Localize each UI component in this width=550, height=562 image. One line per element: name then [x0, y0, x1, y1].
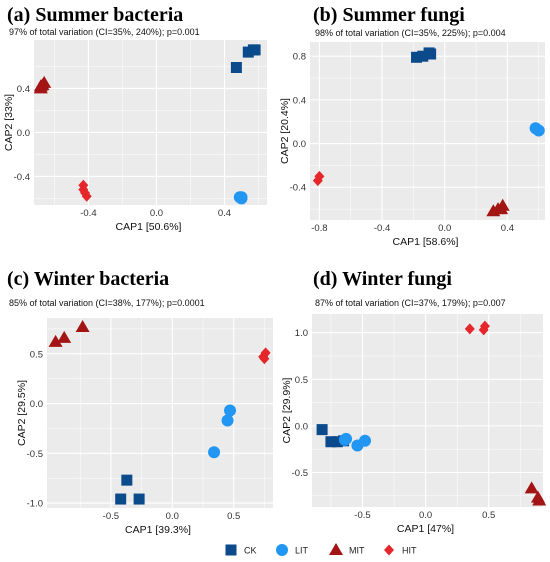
x-tick-label: 0.4 [218, 208, 231, 219]
point-hit [464, 323, 475, 335]
panel-subtitle: 98% of total variation (CI=35%, 225%); p… [315, 28, 506, 38]
point-ck [249, 44, 261, 56]
legend-label-lit: LIT [295, 546, 309, 556]
x-tick-label: -0.4 [374, 223, 390, 234]
panel-subtitle: 85% of total variation (CI=38%, 177%); p… [9, 298, 205, 308]
x-axis-label: CAP1 [58.6%] [393, 236, 459, 248]
point-ck [133, 493, 145, 505]
point-hit [312, 175, 323, 187]
legend-key-lit [276, 544, 288, 556]
x-tick-label: 0.0 [150, 208, 163, 219]
x-axis-label: CAP1 [39.3%] [125, 524, 191, 536]
x-tick-label: 0.4 [501, 223, 514, 234]
point-lit [208, 446, 221, 459]
legend-label-hit: HIT [402, 546, 417, 556]
point-lit [224, 404, 237, 417]
x-tick-label: 0.5 [482, 510, 495, 521]
panel-title: (c) Winter bacteria [7, 268, 169, 290]
x-tick-label: -0.4 [80, 208, 96, 219]
x-tick-label: -0.5 [103, 511, 119, 522]
point-ck [417, 50, 429, 62]
y-tick-label: 0.8 [293, 52, 306, 63]
x-tick-label: 0.0 [438, 223, 451, 234]
x-axis-label: CAP1 [47%] [397, 523, 454, 535]
y-tick-label: 0.5 [295, 375, 308, 386]
y-tick-label: -0.5 [27, 449, 43, 460]
point-mit [75, 319, 90, 332]
y-tick-label: 0.4 [293, 95, 306, 106]
y-tick-label: 0.0 [17, 128, 30, 139]
point-ck [121, 474, 133, 486]
y-tick-label: 0.5 [30, 349, 43, 360]
plot-area [310, 42, 545, 220]
point-ck [411, 51, 423, 63]
point-ck [331, 436, 343, 448]
plot-area [312, 314, 543, 507]
plot-area [34, 40, 267, 205]
point-mit [524, 481, 539, 494]
plot-area [47, 318, 273, 508]
panel-subtitle: 87% of total variation (CI=37%, 179%); p… [315, 298, 506, 308]
point-ck [230, 62, 242, 73]
point-ck [325, 436, 337, 448]
panel-subtitle: 97% of total variation (CI=35%, 240%); p… [9, 27, 200, 37]
legend-label-ck: CK [244, 546, 257, 556]
point-hit [259, 353, 270, 365]
panel-title: (b) Summer fungi [313, 4, 465, 26]
y-axis-label: CAP2 [29.9%] [281, 377, 293, 443]
point-ck [316, 424, 328, 436]
point-hit [479, 320, 490, 332]
point-lit [221, 414, 234, 427]
panel-title: (d) Winter fungi [313, 268, 452, 290]
y-tick-label: -1.0 [27, 499, 43, 510]
x-tick-label: 0.0 [166, 511, 179, 522]
x-axis-label: CAP1 [50.6%] [116, 221, 182, 233]
y-tick-label: 0.0 [295, 421, 308, 432]
x-tick-label: -0.8 [311, 223, 327, 234]
y-axis-label: CAP2 [20.4%] [279, 98, 291, 164]
y-tick-label: -0.4 [290, 183, 306, 194]
point-lit [532, 124, 545, 137]
y-tick-label: 1.0 [295, 328, 308, 339]
legend-key-mit [329, 543, 343, 555]
panel-3: (c) Winter bacteria 85% of total variatio… [7, 268, 273, 536]
point-mit [57, 330, 72, 343]
x-tick-label: 0.5 [227, 511, 240, 522]
y-tick-label: 0.0 [30, 399, 43, 410]
point-mit [494, 202, 509, 215]
point-lit [235, 192, 248, 205]
legend-label-mit: MIT [349, 546, 365, 556]
panel-2: (b) Summer fungi 98% of total variation (… [279, 4, 545, 248]
point-ck [425, 48, 437, 60]
y-tick-label: -0.4 [14, 172, 30, 183]
y-tick-label: -0.5 [292, 468, 308, 479]
point-lit [359, 434, 372, 447]
point-lit [340, 432, 353, 445]
y-axis-label: CAP2 [29.5%] [16, 380, 28, 446]
point-hit [81, 190, 92, 202]
legend-key-ck [225, 544, 237, 556]
panel-4: (d) Winter fungi 87% of total variation (… [281, 268, 547, 535]
point-mit [532, 493, 547, 506]
legend-key-hit [384, 544, 394, 556]
y-axis-label: CAP2 [33%] [3, 94, 15, 151]
point-mit [33, 81, 48, 94]
panel-title: (a) Summer bacteria [7, 4, 183, 26]
x-tick-label: 0.0 [419, 510, 432, 521]
legend: CK LIT MIT HIT [225, 543, 417, 556]
point-mit [48, 334, 63, 347]
point-ck [115, 493, 127, 505]
x-tick-label: -0.5 [354, 510, 370, 521]
y-tick-label: 0.0 [293, 139, 306, 150]
y-tick-label: 0.4 [17, 84, 30, 95]
